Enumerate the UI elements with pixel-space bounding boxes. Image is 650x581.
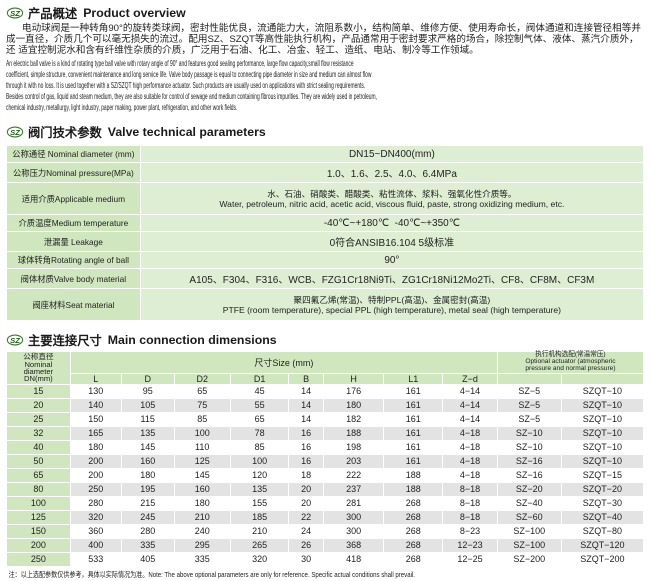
svg-text:SZ: SZ xyxy=(10,336,20,345)
svg-text:SZ: SZ xyxy=(10,9,20,18)
svg-text:SZ: SZ xyxy=(10,128,20,137)
